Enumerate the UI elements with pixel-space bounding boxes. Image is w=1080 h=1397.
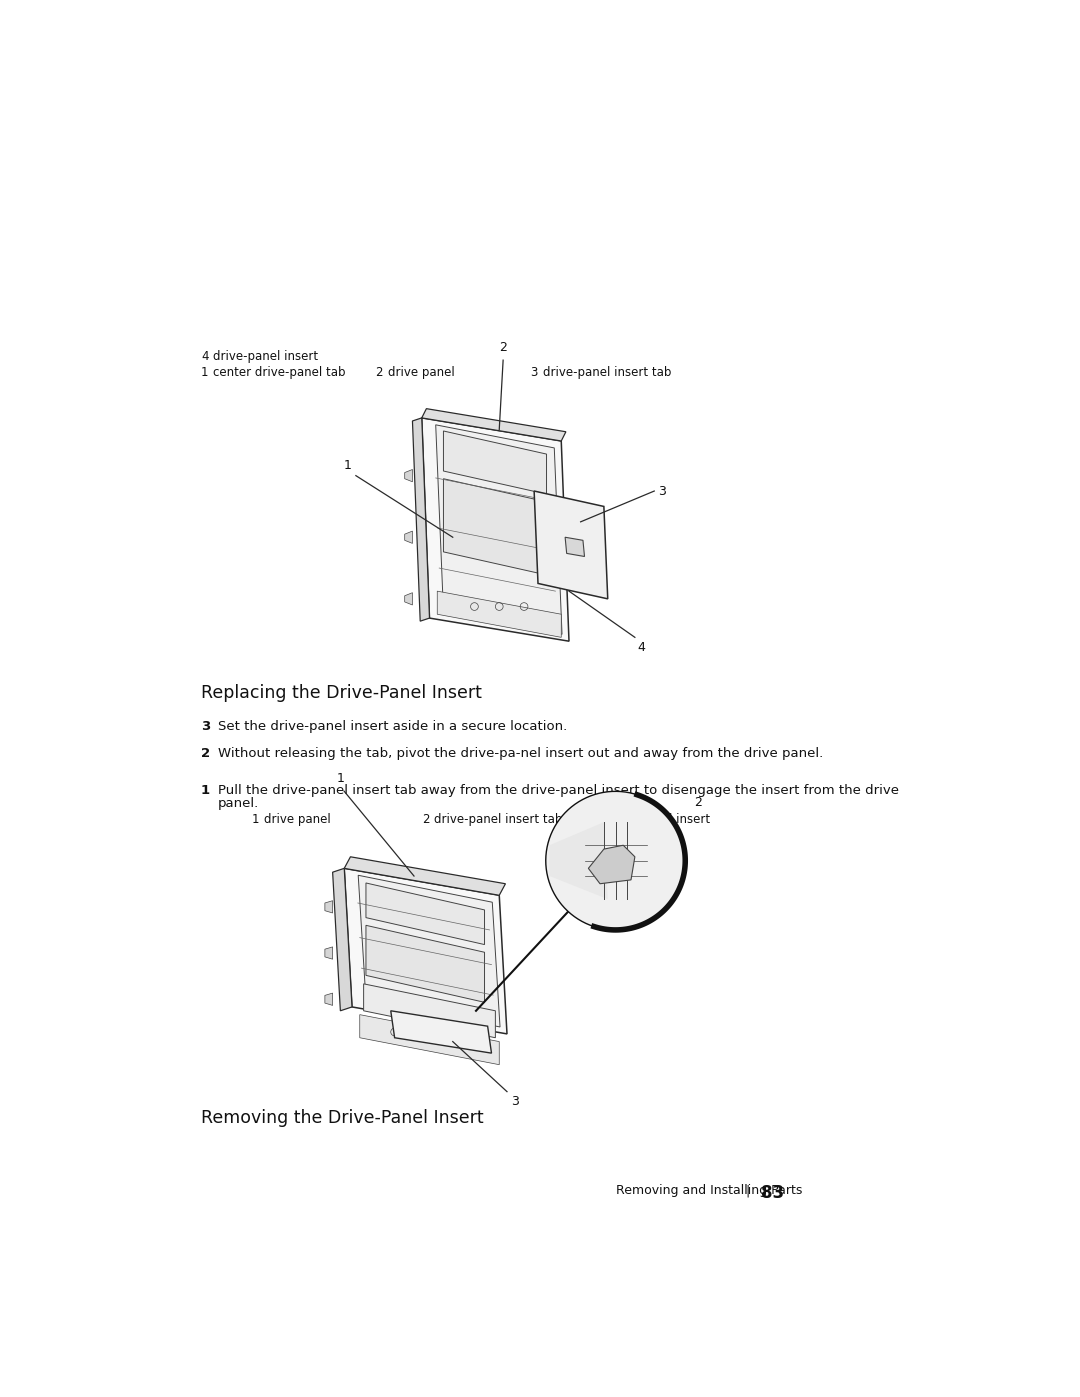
Circle shape [545,791,685,930]
Text: 4: 4 [637,641,645,654]
Text: Without releasing the tab, pivot the drive-pa­nel insert out and away from the d: Without releasing the tab, pivot the dri… [218,747,823,760]
Polygon shape [366,925,485,1002]
Text: 2: 2 [499,341,508,353]
Text: Removing and Installing Parts: Removing and Installing Parts [616,1185,801,1197]
Text: center drive-panel tab: center drive-panel tab [213,366,346,380]
Polygon shape [325,901,333,914]
Text: 1: 1 [337,773,345,785]
Text: 3: 3 [201,719,211,733]
Polygon shape [413,418,430,622]
Text: 1: 1 [252,813,259,826]
Polygon shape [366,883,485,944]
Polygon shape [435,425,562,634]
Text: 2: 2 [422,813,429,826]
Polygon shape [589,845,635,884]
Polygon shape [535,490,608,599]
Polygon shape [325,947,333,960]
Text: 4: 4 [201,351,208,363]
Polygon shape [405,531,413,543]
Polygon shape [437,591,562,637]
Text: drive panel: drive panel [388,366,455,380]
Text: Pull the drive-panel insert tab away from the drive­panel insert to disengage th: Pull the drive-panel insert tab away fro… [218,784,899,796]
Polygon shape [359,876,500,1027]
Text: Removing the Drive-Panel Insert: Removing the Drive-Panel Insert [201,1109,484,1126]
Text: 3: 3 [592,813,599,826]
Polygon shape [345,856,505,895]
Polygon shape [333,869,352,1011]
Text: 1: 1 [345,458,352,472]
Text: drive-panel insert: drive-panel insert [605,813,710,826]
Text: drive-panel insert: drive-panel insert [213,351,319,363]
Text: 83: 83 [761,1185,784,1201]
Text: drive-panel insert tab: drive-panel insert tab [434,813,563,826]
Polygon shape [360,1014,499,1065]
Text: 3: 3 [511,1095,518,1108]
Polygon shape [422,409,566,441]
Polygon shape [405,469,413,482]
Text: 3: 3 [658,485,666,497]
Text: 2: 2 [201,747,210,760]
Polygon shape [345,869,507,1034]
Text: drive panel: drive panel [264,813,330,826]
Polygon shape [325,993,333,1006]
Text: 2: 2 [694,796,702,809]
Polygon shape [565,538,584,556]
Polygon shape [444,432,546,495]
Text: 1: 1 [201,784,210,796]
Text: 1: 1 [201,366,208,380]
Polygon shape [550,823,608,900]
Polygon shape [444,479,546,576]
Polygon shape [391,1011,491,1053]
Text: 3: 3 [530,366,538,380]
Text: Replacing the Drive-Panel Insert: Replacing the Drive-Panel Insert [201,683,482,701]
Text: panel.: panel. [218,796,259,810]
Text: drive-panel insert tab: drive-panel insert tab [542,366,671,380]
Polygon shape [422,418,569,641]
Text: Set the drive-panel insert aside in a secure location.: Set the drive-panel insert aside in a se… [218,719,567,733]
Polygon shape [364,983,496,1038]
Text: 2: 2 [375,366,382,380]
Polygon shape [405,592,413,605]
Text: |: | [745,1185,750,1197]
